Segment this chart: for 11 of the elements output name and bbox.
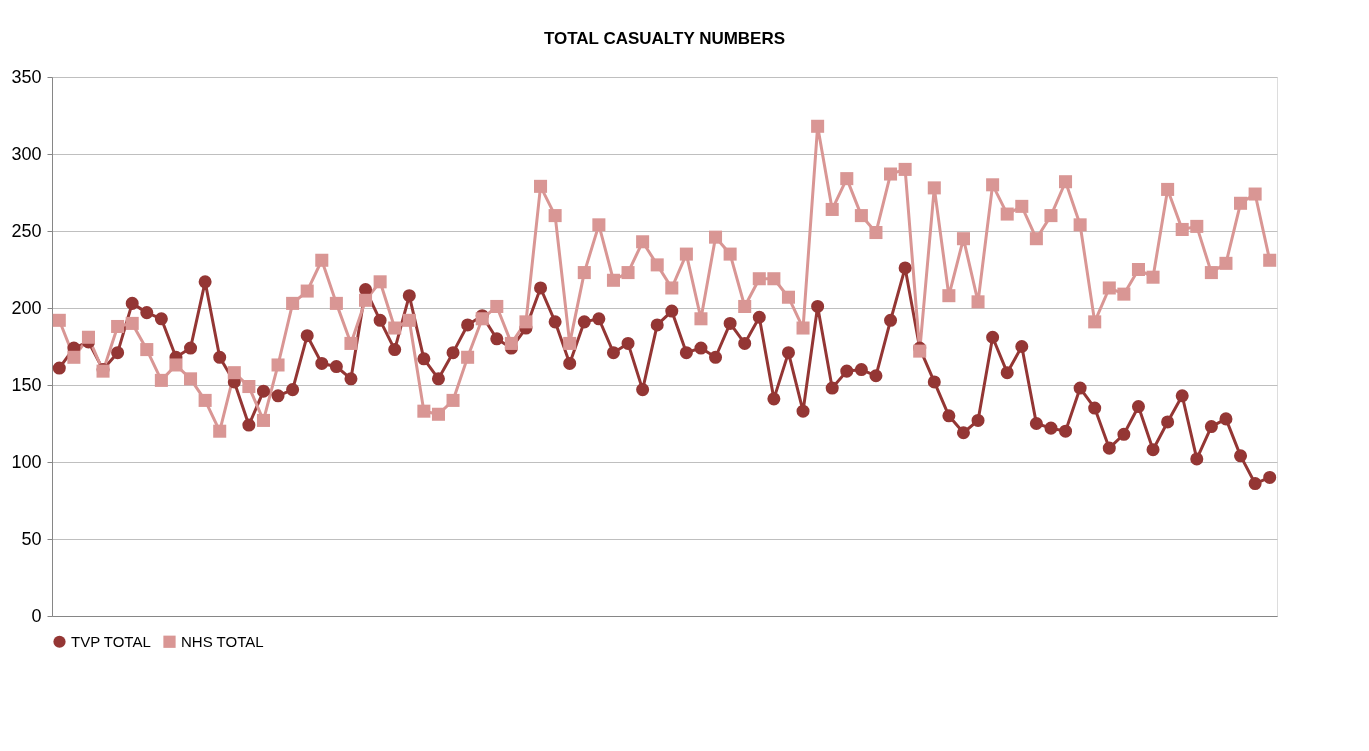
y-tick-label: 350 [11, 66, 42, 87]
y-tick-label: 100 [11, 451, 42, 472]
y-tick-label: 300 [11, 143, 42, 164]
y-tick-label: 0 [31, 605, 42, 626]
y-tick-label: 250 [11, 220, 42, 241]
legend-label: NHS TOTAL [181, 632, 264, 650]
y-tick-label: 50 [21, 528, 42, 549]
chart-title: TOTAL CASUALTY NUMBERS [543, 29, 786, 48]
y-tick-label: 150 [11, 374, 42, 395]
legend-label: TVP TOTAL [71, 632, 151, 650]
y-tick-label: 200 [11, 297, 42, 318]
